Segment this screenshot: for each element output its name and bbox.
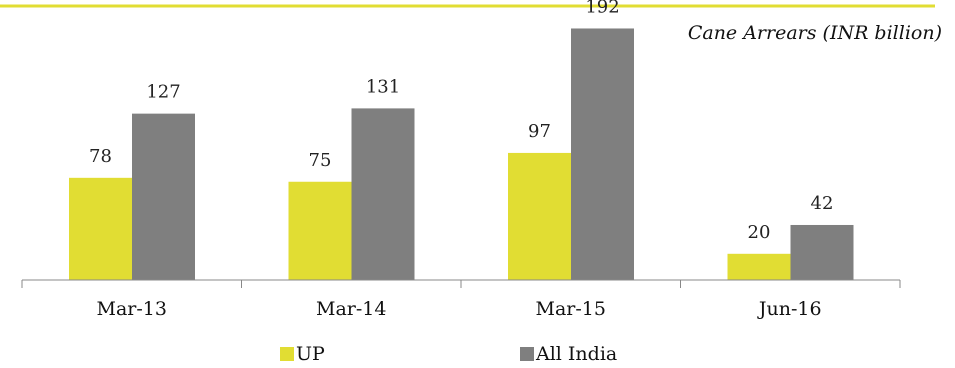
bar-up-jun-16 [727,253,791,280]
chart-title: Cane Arrears (INR billion) [688,22,942,44]
legend-swatch-all-india [520,347,534,361]
data-label-up-jun-16: 20 [748,222,771,243]
data-label-up-mar-14: 75 [309,150,332,171]
bar-all-india-mar-15 [571,28,634,281]
bar-up-mar-13 [69,177,132,280]
x-ticks-group [21,280,901,288]
data-label-up-mar-13: 78 [89,146,112,167]
bar-up-mar-15 [508,152,571,280]
data-label-up-mar-15: 97 [528,121,551,142]
data-label-all-india-mar-13: 127 [146,82,180,103]
legend-label-up: UP [296,343,325,365]
legend-swatch-up [280,347,294,361]
x-tick-label-mar-14: Mar-14 [316,298,386,320]
data-label-all-india-mar-15: 192 [585,0,619,17]
x-tick-label-mar-13: Mar-13 [97,298,167,320]
bar-all-india-jun-16 [790,224,854,280]
data-label-all-india-jun-16: 42 [811,193,834,214]
x-tick-label-jun-16: Jun-16 [757,298,822,320]
bars-group [69,28,854,281]
data-labels-group: 78 127 75 131 97 192 20 42 [89,0,833,243]
bar-all-india-mar-14 [351,108,415,280]
data-label-all-india-mar-14: 131 [366,76,400,97]
legend: UP All India [280,343,617,365]
x-tick-label-mar-15: Mar-15 [536,298,606,320]
legend-label-all-india: All India [535,343,617,365]
bar-all-india-mar-13 [132,113,195,280]
x-tick-labels-group: Mar-13 Mar-14 Mar-15 Jun-16 [97,298,822,320]
bar-up-mar-14 [288,181,352,280]
